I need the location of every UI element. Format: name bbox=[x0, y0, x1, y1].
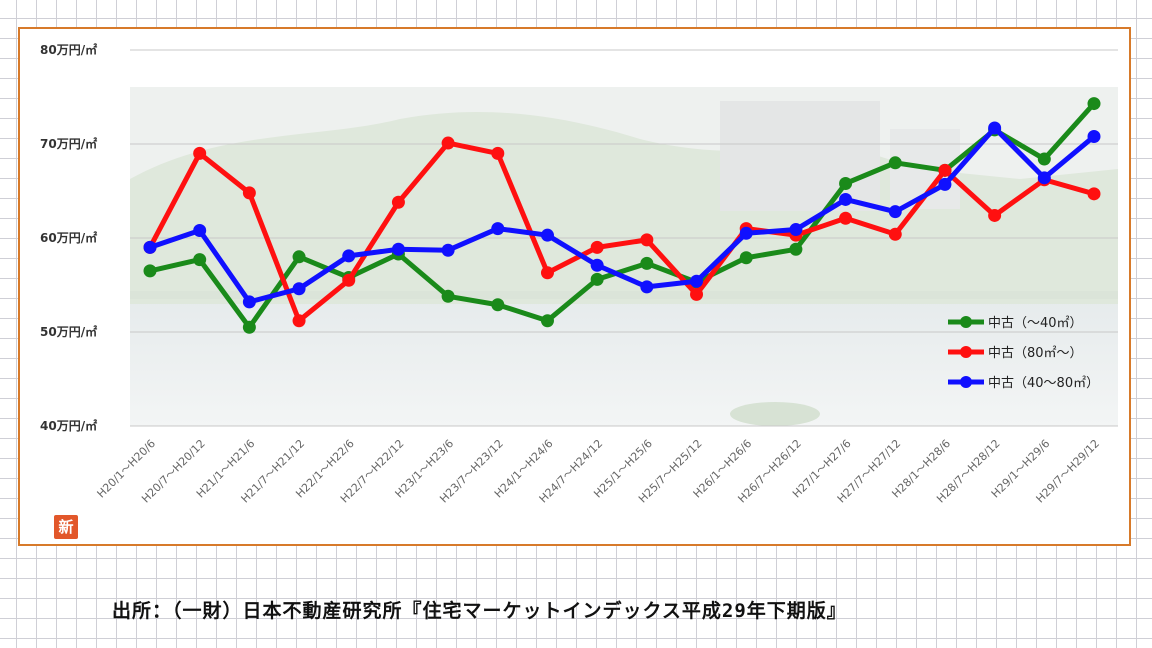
shin-logo-badge: 新 bbox=[54, 515, 78, 539]
data-point bbox=[888, 156, 902, 170]
background-shore bbox=[130, 291, 1118, 299]
line-chart: 80万円/㎡ 70万円/㎡ 60万円/㎡ 50万円/㎡ 40万円/㎡ H20/1～H20… bbox=[40, 42, 1118, 506]
data-point bbox=[242, 186, 256, 200]
data-point bbox=[690, 274, 704, 288]
data-point bbox=[640, 233, 654, 247]
data-point bbox=[491, 146, 505, 160]
data-point bbox=[590, 272, 604, 286]
grid-lines bbox=[130, 49, 1118, 427]
data-point bbox=[938, 163, 952, 177]
data-point bbox=[540, 314, 554, 328]
data-point bbox=[888, 205, 902, 219]
legend-swatch-marker bbox=[960, 316, 972, 328]
y-tick-label: 50万円/㎡ bbox=[40, 324, 97, 339]
data-point bbox=[242, 320, 256, 334]
data-point bbox=[1087, 97, 1101, 111]
legend-label: 中古（80㎡～） bbox=[988, 346, 1083, 361]
y-tick-label: 60万円/㎡ bbox=[40, 230, 97, 245]
data-point bbox=[491, 298, 505, 312]
data-point bbox=[839, 176, 853, 190]
data-point bbox=[143, 264, 157, 278]
data-point bbox=[292, 282, 306, 296]
series-line bbox=[147, 140, 1097, 324]
series-group bbox=[143, 121, 1101, 309]
data-point bbox=[391, 195, 405, 209]
x-axis-tick-labels: H20/1～H20/6H20/7～H20/12H21/1～H21/6H21/7～… bbox=[95, 437, 1103, 506]
series-line bbox=[147, 101, 1097, 330]
legend: 中古（～40㎡） 中古（80㎡～） 中古（40～80㎡） bbox=[948, 316, 1099, 391]
data-point bbox=[342, 273, 356, 287]
data-point bbox=[193, 146, 207, 160]
data-point bbox=[441, 243, 455, 257]
series-line bbox=[147, 125, 1097, 305]
data-point bbox=[988, 208, 1002, 222]
data-point bbox=[938, 177, 952, 191]
data-point bbox=[839, 211, 853, 225]
legend-swatch-marker bbox=[960, 376, 972, 388]
legend-label: 中古（40～80㎡） bbox=[988, 376, 1099, 391]
chart-frame: 80万円/㎡ 70万円/㎡ 60万円/㎡ 50万円/㎡ 40万円/㎡ H20/1～H20… bbox=[18, 27, 1131, 546]
data-point bbox=[739, 251, 753, 265]
data-point bbox=[888, 227, 902, 241]
y-tick-label: 80万円/㎡ bbox=[40, 42, 97, 57]
data-point bbox=[292, 314, 306, 328]
data-point bbox=[789, 242, 803, 256]
data-point bbox=[193, 253, 207, 267]
data-point bbox=[839, 192, 853, 206]
data-point bbox=[292, 250, 306, 264]
data-point bbox=[441, 136, 455, 150]
data-point bbox=[540, 228, 554, 242]
background-lotus-leaf bbox=[730, 402, 820, 426]
data-point bbox=[1037, 171, 1051, 185]
chart-background-photo bbox=[130, 87, 1118, 426]
data-point bbox=[590, 240, 604, 254]
data-point bbox=[441, 289, 455, 303]
data-point bbox=[391, 242, 405, 256]
data-point bbox=[540, 266, 554, 280]
data-point bbox=[1087, 129, 1101, 143]
data-point bbox=[1037, 152, 1051, 166]
y-axis-tick-labels: 80万円/㎡ 70万円/㎡ 60万円/㎡ 50万円/㎡ 40万円/㎡ bbox=[40, 42, 97, 433]
series-group bbox=[143, 97, 1101, 334]
data-point bbox=[640, 280, 654, 294]
data-point bbox=[143, 240, 157, 254]
series-lines bbox=[143, 97, 1101, 334]
data-point bbox=[690, 287, 704, 301]
data-point bbox=[242, 295, 256, 309]
data-point bbox=[491, 222, 505, 236]
data-point bbox=[640, 256, 654, 270]
source-note: 出所：（一財）日本不動産研究所『住宅マーケットインデックス平成29年下期版』 bbox=[112, 600, 847, 622]
data-point bbox=[988, 121, 1002, 135]
data-point bbox=[590, 258, 604, 272]
data-point bbox=[193, 223, 207, 237]
y-tick-label: 70万円/㎡ bbox=[40, 136, 97, 151]
data-point bbox=[739, 226, 753, 240]
legend-swatch-marker bbox=[960, 346, 972, 358]
data-point bbox=[1087, 187, 1101, 201]
data-point bbox=[342, 249, 356, 263]
data-point bbox=[789, 223, 803, 237]
background-building bbox=[720, 101, 880, 211]
y-tick-label: 40万円/㎡ bbox=[40, 418, 97, 433]
legend-label: 中古（～40㎡） bbox=[988, 316, 1083, 331]
